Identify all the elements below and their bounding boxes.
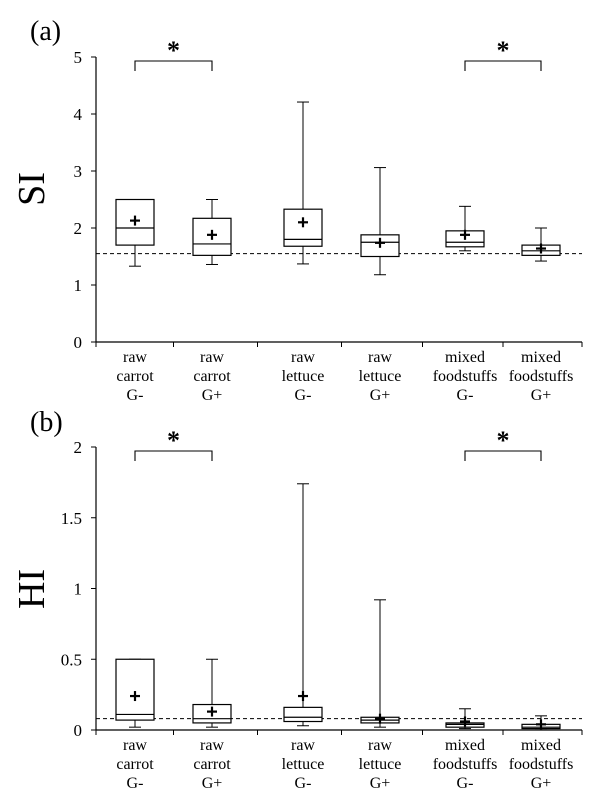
x-tick-label: lettuce bbox=[282, 368, 325, 385]
box-plot bbox=[115, 198, 155, 267]
box bbox=[283, 208, 323, 247]
x-tick-label: G+ bbox=[202, 387, 223, 404]
x-tick-label: raw bbox=[200, 737, 224, 754]
x-tick-label: lettuce bbox=[359, 756, 402, 773]
x-tick-label: raw bbox=[123, 737, 147, 754]
x-tick-label: G+ bbox=[202, 775, 223, 792]
x-tick-label: carrot bbox=[193, 756, 231, 773]
panel-label: (b) bbox=[30, 407, 63, 438]
panel-si: (a) SI 0 1 2 3 4 5 raw carrot G-raw carrot G+ raw le… bbox=[11, 16, 583, 404]
significance-bracket bbox=[134, 60, 213, 71]
x-tick-label: mixed bbox=[445, 349, 485, 366]
x-tick-label: G+ bbox=[370, 387, 391, 404]
y-tick-label: 0.5 bbox=[61, 650, 82, 669]
y-tick-label: 3 bbox=[74, 162, 83, 181]
x-tick-label: raw bbox=[291, 349, 315, 366]
x-tick-label: lettuce bbox=[359, 368, 402, 385]
box-plot bbox=[283, 483, 323, 727]
box-plot bbox=[360, 167, 400, 276]
x-tick-label: G- bbox=[295, 775, 312, 792]
panel-hi: (b) HI 0 0.5 1 1.5 2 raw carrot G-raw carrot G+ ra… bbox=[11, 407, 583, 792]
box-plot bbox=[192, 199, 232, 265]
box-plot bbox=[521, 227, 561, 262]
x-tick-label: lettuce bbox=[282, 756, 325, 773]
box-plot bbox=[445, 708, 485, 730]
y-tick-label: 2 bbox=[74, 438, 83, 457]
box-plot bbox=[360, 599, 400, 728]
x-tick-label: foodstuffs bbox=[509, 368, 574, 385]
box-plot bbox=[115, 658, 155, 728]
x-tick-label: carrot bbox=[193, 368, 231, 385]
box-plot bbox=[445, 205, 485, 252]
x-tick-label: G- bbox=[127, 775, 144, 792]
x-tick-label: raw bbox=[200, 349, 224, 366]
y-tick-label: 1 bbox=[74, 276, 83, 295]
x-tick-label: G+ bbox=[370, 775, 391, 792]
x-tick-label: raw bbox=[123, 349, 147, 366]
x-tick-label: G- bbox=[127, 387, 144, 404]
box bbox=[283, 706, 323, 723]
y-tick-label: 1.5 bbox=[61, 509, 82, 528]
box-plot bbox=[521, 715, 561, 730]
significance-bracket bbox=[464, 60, 542, 71]
y-tick-label: 0 bbox=[74, 333, 83, 352]
x-tick-label: mixed bbox=[445, 737, 485, 754]
x-tick-label: foodstuffs bbox=[433, 368, 498, 385]
y-tick-label: 5 bbox=[74, 48, 83, 67]
x-tick-label: G- bbox=[295, 387, 312, 404]
x-tick-label: foodstuffs bbox=[433, 756, 498, 773]
significance-star: * bbox=[497, 426, 510, 455]
y-tick-label: 2 bbox=[74, 219, 83, 238]
significance-star: * bbox=[167, 426, 180, 455]
x-tick-label: G+ bbox=[531, 387, 552, 404]
y-axis-label: HI bbox=[11, 569, 53, 609]
y-tick-label: 4 bbox=[74, 105, 83, 124]
y-tick-label: 1 bbox=[74, 580, 83, 599]
significance-bracket bbox=[464, 450, 542, 461]
x-tick-label: foodstuffs bbox=[509, 756, 574, 773]
x-tick-label: raw bbox=[368, 349, 392, 366]
y-tick-label: 0 bbox=[74, 721, 83, 740]
x-tick-label: G- bbox=[457, 775, 474, 792]
x-tick-label: carrot bbox=[116, 368, 154, 385]
x-tick-label: G+ bbox=[531, 775, 552, 792]
x-tick-label: raw bbox=[368, 737, 392, 754]
box-plot bbox=[192, 658, 232, 728]
x-tick-label: G- bbox=[457, 387, 474, 404]
box bbox=[115, 658, 155, 721]
y-axis-label: SI bbox=[11, 172, 53, 206]
x-tick-label: carrot bbox=[116, 756, 154, 773]
significance-bracket bbox=[134, 450, 213, 461]
x-tick-label: mixed bbox=[521, 349, 561, 366]
significance-star: * bbox=[167, 36, 180, 65]
x-tick-label: mixed bbox=[521, 737, 561, 754]
x-tick-label: raw bbox=[291, 737, 315, 754]
panel-label: (a) bbox=[30, 16, 61, 47]
box-plot bbox=[283, 101, 323, 265]
significance-star: * bbox=[497, 36, 510, 65]
